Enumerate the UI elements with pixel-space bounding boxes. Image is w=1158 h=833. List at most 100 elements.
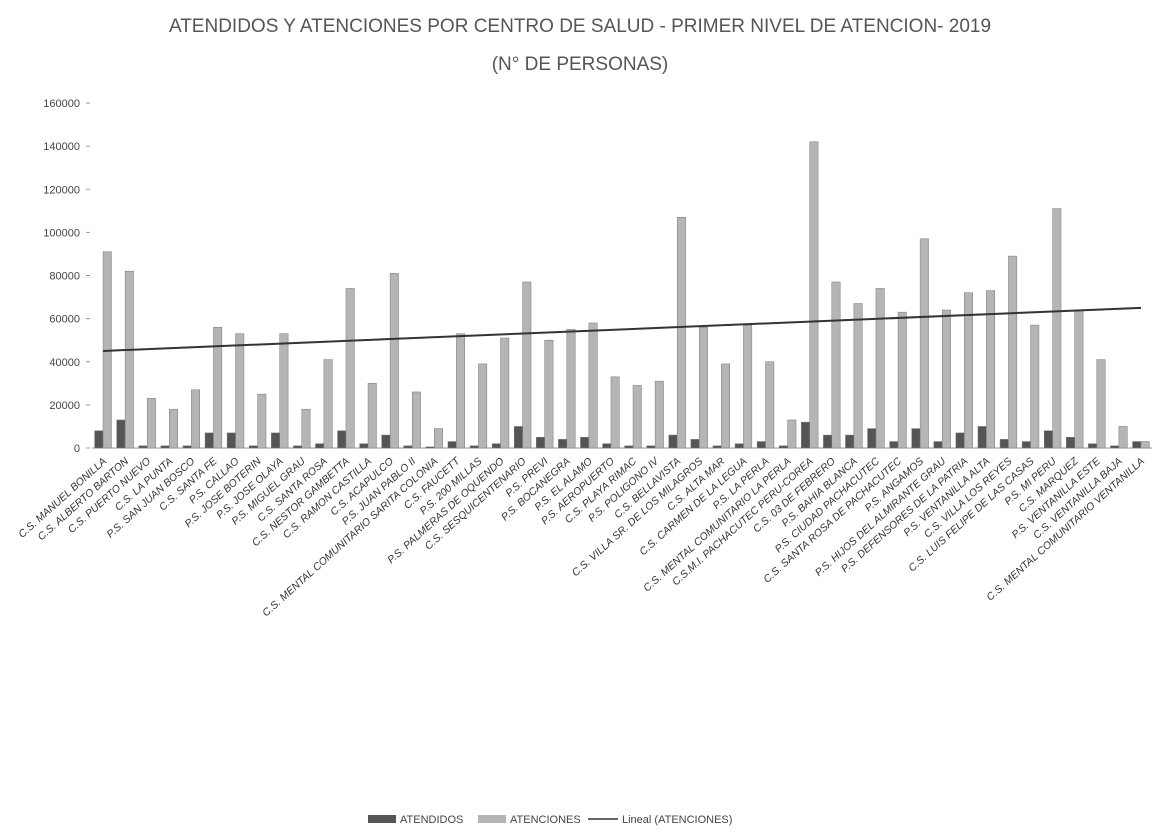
bar (1052, 208, 1062, 449)
bar (116, 419, 126, 449)
bar (513, 426, 523, 449)
bar (756, 441, 766, 449)
legend-label: ATENCIONES (510, 814, 581, 826)
bar (690, 439, 700, 449)
y-tick-label: 120000 (43, 184, 80, 196)
bar (610, 376, 620, 449)
bar (411, 391, 421, 449)
bar (823, 434, 833, 449)
bar (809, 141, 819, 449)
bar (867, 428, 877, 449)
bar (248, 445, 258, 449)
bar (1132, 441, 1142, 449)
bar (668, 434, 678, 449)
bar (624, 445, 634, 449)
bar (323, 359, 333, 449)
bar (986, 290, 996, 449)
bar (522, 281, 532, 449)
bar (955, 432, 965, 449)
bar (1021, 441, 1031, 449)
legend-swatch (368, 815, 396, 823)
bar (124, 270, 134, 449)
bar (889, 441, 899, 449)
bar (1008, 255, 1018, 449)
y-tick-label: 20000 (49, 400, 80, 412)
bar (447, 441, 457, 449)
legend-swatch (478, 815, 506, 823)
bar (367, 383, 377, 449)
bar (160, 445, 170, 449)
bar (875, 288, 885, 449)
bar (646, 445, 656, 449)
bar (1110, 445, 1120, 449)
bar (765, 361, 775, 449)
bar (1030, 324, 1040, 449)
bar (478, 363, 488, 449)
x-tick-label: C.S. MANUEL BONILLA (16, 455, 109, 540)
bar (977, 426, 987, 449)
legend-label: ATENDIDOS (400, 814, 463, 826)
bar (182, 445, 192, 449)
bar (536, 436, 545, 449)
y-tick-label: 0 (74, 443, 80, 455)
bar (580, 436, 590, 449)
bar (1043, 430, 1053, 449)
bar (911, 428, 921, 449)
bar (831, 281, 841, 449)
bar (676, 217, 686, 449)
bar (1140, 441, 1150, 449)
bar (500, 337, 510, 449)
bar (588, 322, 598, 449)
bar (293, 445, 303, 449)
bar (279, 333, 289, 449)
bar (1096, 359, 1106, 449)
bar (787, 419, 797, 449)
bar (853, 303, 863, 449)
bar (337, 430, 347, 449)
bar (425, 446, 435, 449)
bar (602, 443, 612, 449)
bar (389, 273, 399, 449)
bar (999, 439, 1009, 449)
bar (146, 398, 156, 449)
bar (933, 441, 943, 449)
bar (169, 408, 178, 449)
bar (204, 432, 214, 449)
y-tick-label: 100000 (43, 227, 80, 239)
bar (699, 327, 708, 449)
bar (566, 329, 576, 449)
bar (964, 292, 973, 449)
chart-title: ATENDIDOS Y ATENCIONES POR CENTRO DE SAL… (169, 16, 991, 37)
y-tick-label: 80000 (49, 271, 80, 283)
bar (138, 445, 148, 449)
bar (94, 430, 104, 449)
bar (271, 432, 280, 449)
bar (544, 339, 554, 449)
bar (919, 238, 929, 449)
bar (1074, 309, 1084, 449)
bar (315, 443, 325, 449)
trend-line (103, 306, 1141, 352)
bar (632, 385, 642, 449)
y-tick-label: 60000 (49, 314, 80, 326)
bar (778, 445, 788, 449)
bar (226, 432, 236, 449)
bar (257, 393, 267, 449)
bar (1088, 443, 1098, 449)
bar (381, 434, 391, 449)
chart-subtitle: (N° DE PERSONAS) (492, 54, 669, 75)
bar (434, 428, 443, 449)
bar (845, 434, 855, 449)
bar (1066, 436, 1075, 449)
bar (235, 333, 245, 449)
bar (403, 445, 413, 449)
bar (491, 443, 501, 449)
bar (558, 439, 568, 449)
bar (469, 445, 479, 449)
bar (941, 309, 951, 449)
bar (721, 363, 731, 449)
y-tick-label: 40000 (49, 357, 80, 369)
bar (456, 333, 466, 449)
bar (743, 324, 753, 449)
bar (213, 327, 223, 449)
